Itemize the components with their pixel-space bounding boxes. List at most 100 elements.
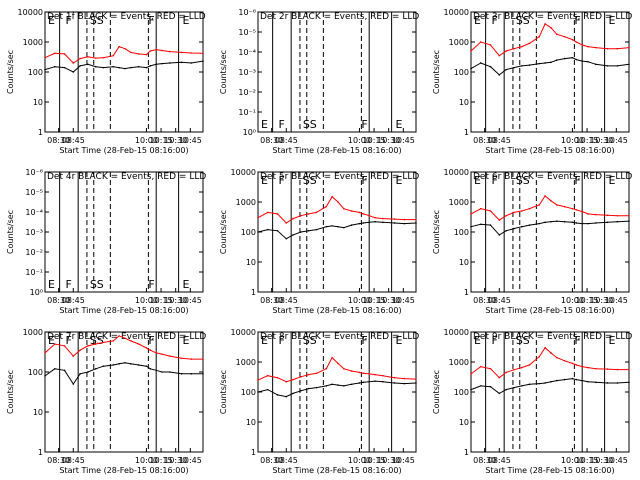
data-point	[479, 207, 482, 210]
y-tick-label: 10⁰	[30, 288, 43, 297]
x-tick-label: 08:30	[47, 296, 70, 305]
data-point	[587, 60, 589, 63]
data-point	[571, 221, 574, 224]
x-tick-label: 08:45	[488, 136, 511, 145]
data-point	[571, 38, 574, 41]
data-point	[331, 356, 333, 359]
data-point	[563, 35, 566, 38]
data-point	[300, 376, 302, 378]
data-point	[403, 377, 406, 380]
data-point	[538, 204, 541, 206]
y-tick-label: 10⁻³	[238, 68, 256, 77]
mode-letter: E	[48, 278, 55, 291]
data-point	[266, 228, 269, 231]
data-point	[94, 343, 97, 345]
data-point	[285, 395, 288, 398]
data-point	[266, 374, 269, 377]
y-tick-label: 100	[454, 228, 469, 237]
data-point	[292, 378, 294, 381]
data-point	[190, 358, 193, 360]
data-point	[53, 52, 56, 55]
panel-title: Det 1f BLACK = Events, RED = LLD	[47, 12, 206, 22]
data-point	[202, 52, 204, 55]
data-point	[63, 66, 66, 69]
panel-det-4: Det 4r BLACK = Events, RED = LLD 10⁰ 10⁻¹ 1…	[6, 168, 206, 315]
data-point	[72, 383, 75, 385]
data-point	[368, 373, 370, 375]
data-point	[550, 199, 552, 202]
data-point	[606, 382, 609, 384]
mode-letter: E	[48, 14, 55, 27]
y-tick-label: 10⁰	[243, 128, 256, 137]
data-point	[575, 222, 578, 224]
data-point	[520, 385, 523, 387]
mode-letter: E	[183, 334, 190, 347]
data-point	[315, 211, 318, 214]
data-point	[161, 49, 163, 52]
data-point	[124, 361, 126, 364]
data-point	[102, 365, 105, 367]
y-tick-label: 10	[246, 418, 256, 427]
data-point	[489, 65, 492, 68]
x-axis-label: Start Time (28-Feb-15 08:16:00)	[59, 466, 188, 475]
y-tick-label: 1000	[23, 38, 43, 47]
data-point	[72, 355, 75, 357]
data-point	[505, 388, 507, 391]
data-point	[616, 65, 619, 67]
x-tick-label: 08:30	[260, 136, 283, 145]
data-point	[343, 385, 345, 387]
data-point	[382, 221, 384, 224]
x-tick-label: 08:30	[473, 296, 496, 305]
panel-det-6: Det 6r BLACK = Events, RED = LLD 1 10 100 10…	[432, 168, 632, 315]
data-point	[257, 231, 259, 233]
data-point	[581, 365, 583, 368]
data-point	[374, 380, 376, 382]
x-tick-label: 10:15	[576, 456, 599, 465]
data-point	[556, 59, 558, 61]
mode-letter: F	[361, 174, 367, 187]
data-point	[382, 374, 384, 377]
data-point	[513, 47, 515, 50]
data-point	[616, 47, 619, 50]
panel-title: Det 2r BLACK = Events, RED = LLD	[260, 12, 419, 22]
data-point	[87, 56, 89, 58]
y-axis-label: Counts/sec	[219, 50, 228, 94]
data-point	[145, 347, 148, 349]
data-point	[528, 207, 531, 210]
y-axis-label: Counts/sec	[6, 50, 15, 94]
data-point	[575, 378, 578, 381]
data-point	[285, 222, 288, 224]
mode-letter: E	[396, 334, 403, 347]
data-point	[581, 60, 583, 62]
x-tick-label: 08:45	[488, 456, 511, 465]
data-point	[606, 221, 609, 224]
mode-letter: E	[261, 174, 268, 187]
data-point	[505, 371, 507, 374]
data-point	[190, 62, 193, 64]
data-point	[79, 57, 81, 60]
data-point	[300, 389, 302, 392]
data-point	[587, 213, 589, 215]
data-point	[513, 211, 515, 214]
panel-title: Det 5r BLACK = Events, RED = LLD	[260, 172, 419, 182]
data-point	[606, 368, 609, 370]
data-point	[575, 41, 578, 43]
data-point	[628, 381, 630, 384]
data-point	[79, 373, 81, 375]
data-point	[331, 383, 333, 386]
data-point	[362, 372, 365, 375]
data-point	[415, 382, 417, 384]
mode-letter: E	[261, 118, 268, 131]
x-tick-label: 10:45	[392, 136, 415, 145]
data-point	[628, 220, 630, 222]
data-point	[550, 61, 552, 64]
data-point	[382, 217, 384, 220]
data-point	[190, 52, 193, 54]
x-tick-label: 10:15	[576, 296, 599, 305]
data-point	[595, 46, 597, 49]
data-point	[44, 68, 46, 71]
mode-letter: F	[279, 174, 285, 187]
y-tick-label: 10⁻⁶	[25, 168, 43, 177]
data-point	[325, 225, 328, 228]
data-point	[130, 340, 132, 342]
